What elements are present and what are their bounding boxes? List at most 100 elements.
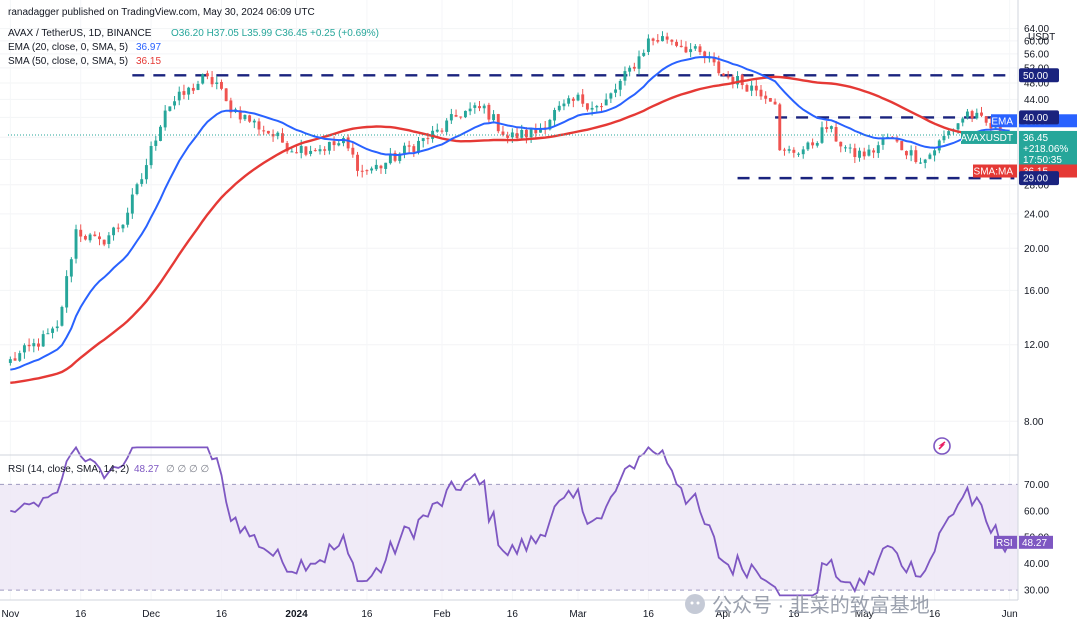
candle bbox=[159, 125, 162, 142]
candle bbox=[182, 84, 186, 100]
candle bbox=[815, 141, 819, 148]
candle bbox=[867, 144, 871, 157]
svg-text:SMA:MA: SMA:MA bbox=[974, 167, 1014, 178]
price-tick-label: 56.00 bbox=[1024, 49, 1049, 60]
candle bbox=[759, 84, 763, 100]
candle bbox=[351, 141, 355, 158]
candle bbox=[55, 320, 59, 332]
candle bbox=[853, 143, 857, 164]
published-by-text: ranadagger published on TradingView.com,… bbox=[8, 7, 315, 18]
candle bbox=[421, 137, 425, 148]
candle bbox=[581, 88, 585, 108]
candle bbox=[379, 164, 383, 174]
candle bbox=[93, 231, 97, 237]
time-tick-label: 16 bbox=[929, 609, 941, 620]
candle bbox=[384, 162, 388, 174]
svg-text:48.27: 48.27 bbox=[1022, 538, 1047, 549]
candle bbox=[309, 145, 313, 157]
candle bbox=[792, 147, 796, 158]
time-tick-label: Nov bbox=[1, 609, 19, 620]
candle bbox=[238, 106, 242, 124]
level-price-label: 40.00 bbox=[1019, 110, 1059, 125]
sma-legend-value: 36.15 bbox=[136, 56, 161, 67]
symbol-title[interactable]: AVAX / TetherUS, 1D, BINANCE bbox=[8, 28, 152, 39]
candle bbox=[187, 86, 191, 100]
candle bbox=[773, 98, 777, 105]
candle bbox=[8, 356, 12, 366]
candle bbox=[989, 116, 993, 134]
sma-legend-label[interactable]: SMA (50, close, 0, SMA, 5) bbox=[8, 56, 128, 67]
series-name-tag: EMA bbox=[991, 114, 1017, 128]
candle bbox=[144, 158, 148, 184]
candle bbox=[675, 39, 679, 48]
candle bbox=[731, 74, 735, 89]
rsi-line bbox=[10, 445, 1011, 597]
price-tick-label: 12.00 bbox=[1024, 340, 1049, 351]
candle bbox=[928, 152, 932, 160]
candle bbox=[642, 49, 646, 57]
candle bbox=[412, 144, 416, 157]
candle bbox=[98, 232, 101, 246]
price-tick-label: 24.00 bbox=[1024, 209, 1049, 220]
time-tick-label: 16 bbox=[75, 609, 87, 620]
tradingview-logo-icon[interactable] bbox=[933, 437, 951, 455]
candle bbox=[919, 157, 922, 164]
candle bbox=[801, 146, 805, 159]
candle bbox=[445, 118, 449, 136]
svg-text:50.00: 50.00 bbox=[1023, 71, 1048, 82]
candle bbox=[689, 43, 693, 58]
candle bbox=[112, 226, 116, 241]
candle bbox=[229, 97, 233, 119]
time-axis[interactable]: Nov 16 Dec 16 2024 16 Feb 16 Mar 16 Apr 16 May 16 Jun bbox=[1, 609, 1017, 620]
candle bbox=[407, 140, 411, 153]
time-tick-label: 16 bbox=[788, 609, 800, 620]
candle bbox=[135, 182, 139, 196]
rsi-tick-label: 40.00 bbox=[1024, 559, 1049, 570]
candle bbox=[365, 169, 369, 175]
candle bbox=[679, 39, 683, 48]
svg-text:+218.06%: +218.06% bbox=[1023, 144, 1068, 155]
candle bbox=[130, 188, 134, 219]
rsi-legend-extra: ∅ ∅ ∅ ∅ bbox=[166, 464, 209, 475]
candle bbox=[69, 257, 73, 283]
candle bbox=[276, 131, 280, 140]
horizontal-levels bbox=[132, 74, 1015, 180]
candle bbox=[18, 350, 22, 362]
candle bbox=[126, 207, 130, 228]
candle bbox=[745, 83, 749, 92]
candle bbox=[872, 148, 876, 159]
candle bbox=[637, 50, 641, 75]
price-badge: 36.45+218.06%17:50:35 bbox=[1019, 130, 1077, 166]
candle bbox=[13, 351, 17, 361]
candle bbox=[628, 65, 632, 77]
candle bbox=[632, 62, 636, 72]
candle bbox=[215, 76, 219, 90]
candle bbox=[862, 147, 866, 160]
candle bbox=[975, 108, 979, 120]
candle bbox=[623, 66, 627, 86]
candle bbox=[965, 108, 969, 120]
candle bbox=[839, 141, 843, 153]
price-tick-label: 16.00 bbox=[1024, 286, 1049, 297]
candle bbox=[210, 71, 214, 88]
candle bbox=[440, 128, 444, 134]
price-tick-label: 20.00 bbox=[1024, 244, 1049, 255]
candle bbox=[646, 34, 650, 56]
svg-text:EMA: EMA bbox=[991, 116, 1013, 127]
time-tick-label: Mar bbox=[569, 609, 587, 620]
time-tick-label: May bbox=[855, 609, 874, 620]
rsi-legend-label[interactable]: RSI (14, close, SMA, 14, 2) bbox=[8, 464, 129, 475]
candle bbox=[656, 34, 660, 44]
candle bbox=[764, 91, 768, 104]
candle bbox=[914, 145, 918, 164]
svg-text:29.00: 29.00 bbox=[1023, 174, 1048, 185]
candle bbox=[736, 71, 739, 89]
candle bbox=[154, 135, 158, 151]
candle bbox=[79, 224, 83, 243]
time-tick-label: Feb bbox=[433, 609, 451, 620]
candle bbox=[984, 116, 988, 126]
level-price-label: 50.00 bbox=[1019, 68, 1059, 83]
ema-legend-label[interactable]: EMA (20, close, 0, SMA, 5) bbox=[8, 42, 128, 53]
